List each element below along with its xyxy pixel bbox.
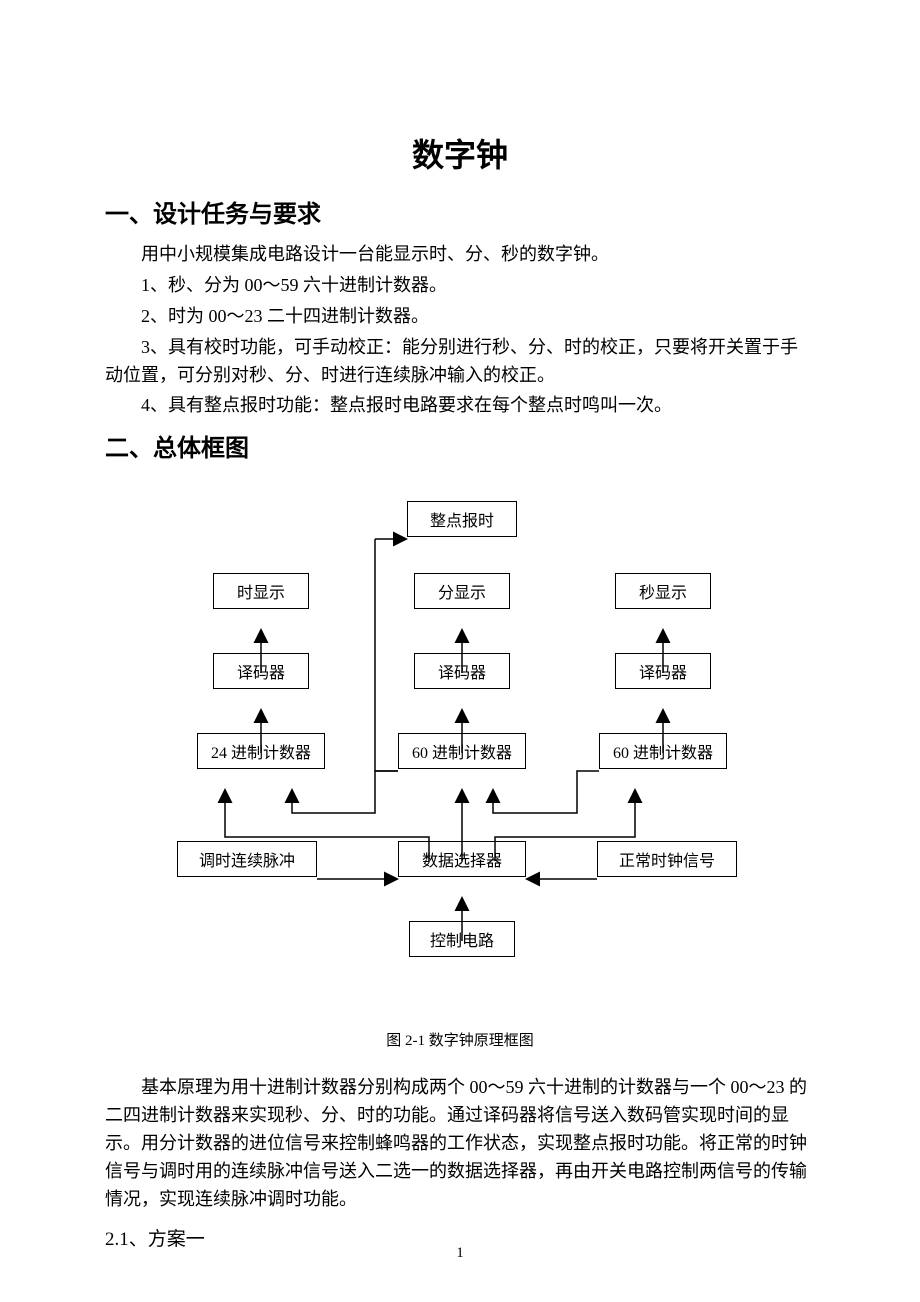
node-min-counter: 60 进制计数器 [398,733,526,769]
section2-paragraph: 基本原理为用十进制计数器分别构成两个 00～59 六十进制的计数器与一个 00～… [105,1074,815,1213]
node-sec-counter: 60 进制计数器 [599,733,727,769]
node-normal-clock: 正常时钟信号 [597,841,737,877]
section1-heading: 一、设计任务与要求 [105,194,815,229]
section1-item2: 2、时为 00～23 二十四进制计数器。 [105,303,815,331]
page-title: 数字钟 [105,130,815,176]
section1-item3: 3、具有校时功能，可手动校正：能分别进行秒、分、时的校正，只要将开关置于手动位置… [105,334,815,390]
node-hour-decoder: 译码器 [213,653,309,689]
diagram-caption: 图 2-1 数字钟原理框图 [105,1029,815,1050]
node-min-decoder: 译码器 [414,653,510,689]
section1-item1: 1、秒、分为 00～59 六十进制计数器。 [105,272,815,300]
block-diagram: 整点报时 时显示 分显示 秒显示 译码器 译码器 译码器 24 进制计数器 60… [105,483,815,1023]
node-selector: 数据选择器 [398,841,526,877]
section2-heading: 二、总体框图 [105,428,815,463]
node-sec-decoder: 译码器 [615,653,711,689]
node-sec-display: 秒显示 [615,573,711,609]
page-number: 1 [0,1245,920,1262]
node-hour-display: 时显示 [213,573,309,609]
node-adjust-pulse: 调时连续脉冲 [177,841,317,877]
node-min-display: 分显示 [414,573,510,609]
node-control: 控制电路 [409,921,515,957]
section1-intro: 用中小规模集成电路设计一台能显示时、分、秒的数字钟。 [105,241,815,269]
section1-item4: 4、具有整点报时功能：整点报时电路要求在每个整点时鸣叫一次。 [105,392,815,420]
node-hour-counter: 24 进制计数器 [197,733,325,769]
node-alarm: 整点报时 [407,501,517,537]
